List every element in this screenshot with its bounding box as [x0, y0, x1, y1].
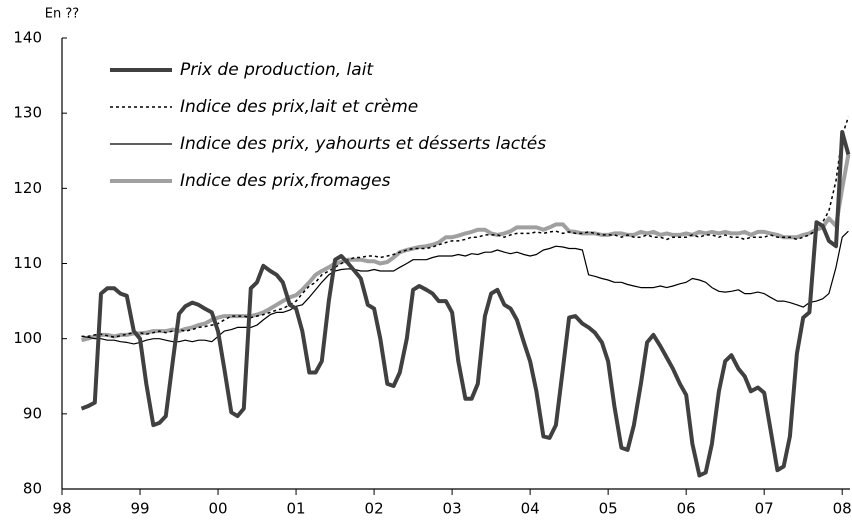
y-tick-label: 90	[23, 404, 42, 422]
x-tick-label: 99	[130, 500, 149, 518]
y-tick-label: 100	[13, 329, 42, 347]
x-tick-label: 98	[52, 500, 71, 518]
y-tick-label: 80	[23, 480, 42, 498]
x-tick-label: 02	[365, 500, 384, 518]
legend-label: Indice des prix,lait et crème	[180, 97, 418, 117]
series-line	[81, 230, 849, 345]
legend-label: Indice des prix, yahourts et désserts la…	[180, 134, 546, 154]
x-tick-label: 07	[755, 500, 774, 518]
y-tick-label: 120	[13, 179, 42, 197]
y-axis-label: En ??	[45, 7, 79, 22]
x-tick-label: 00	[208, 500, 227, 518]
x-tick-label: 01	[287, 500, 306, 518]
x-tick-label: 04	[521, 500, 540, 518]
series-line	[80, 130, 851, 478]
x-tick-label: 05	[599, 500, 618, 518]
x-tick-label: 06	[677, 500, 696, 518]
legend-label: Prix de production, lait	[180, 60, 374, 80]
legend-label: Indice des prix,fromages	[180, 171, 391, 191]
y-tick-label: 140	[13, 29, 42, 47]
y-tick-label: 130	[13, 104, 42, 122]
y-tick-label: 110	[13, 254, 42, 272]
x-tick-label: 03	[443, 500, 462, 518]
x-tick-label: 08	[833, 500, 852, 518]
series-line	[81, 116, 850, 338]
series-line	[81, 154, 851, 343]
